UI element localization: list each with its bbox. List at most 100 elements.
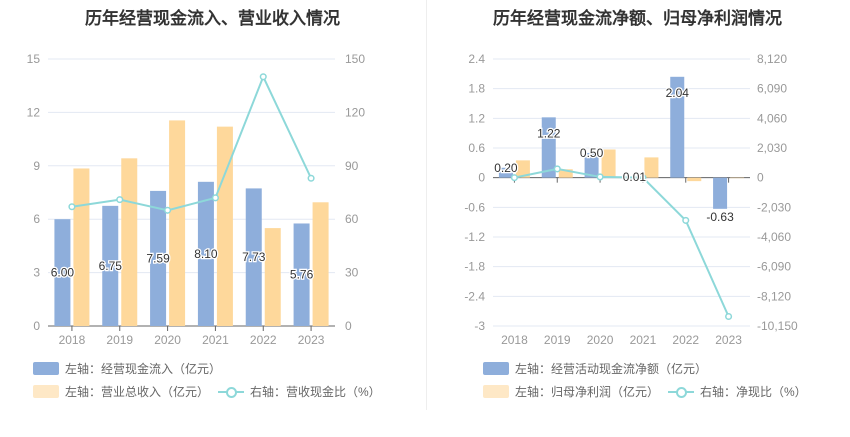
- line-point: [164, 206, 172, 214]
- right-chart-title: 历年经营现金流净额、归母净利润情况: [493, 9, 782, 28]
- x-tick-label: 2022: [250, 333, 277, 347]
- legend-right-ratio[interactable]: 右轴：净现比（%）: [668, 383, 807, 400]
- line-point: [68, 203, 76, 211]
- y-left-tick: 15: [27, 52, 41, 66]
- y-right-tick: 0: [345, 319, 352, 333]
- legend-left-revenue[interactable]: 左轴：营业总收入（亿元）: [33, 383, 209, 400]
- line-point: [596, 173, 604, 181]
- legend-right-net-cash[interactable]: 左轴：经营活动现金流净额（亿元）: [483, 360, 707, 377]
- y-left-tick: 1.2: [468, 111, 485, 125]
- y-left-tick: 12: [27, 105, 41, 119]
- y-right-tick: 4,060: [757, 111, 787, 125]
- legend-right-net-profit[interactable]: 左轴：归母净利润（亿元）: [483, 383, 659, 400]
- bar-data-label: 8.10: [194, 247, 218, 261]
- y-left-tick: 0.6: [468, 141, 485, 155]
- y-left-tick: 0: [478, 171, 485, 185]
- bar-data-label: 0.20: [494, 161, 518, 175]
- bar-data-label: 2.04: [666, 86, 690, 100]
- bar-orange: [644, 157, 659, 178]
- bar-data-label: 0.50: [580, 146, 604, 160]
- y-right-tick: 6,090: [757, 82, 787, 96]
- legend-label: 左轴：营业总收入（亿元）: [65, 385, 210, 399]
- x-tick-label: 2018: [59, 333, 86, 347]
- x-tick-label: 2019: [106, 333, 133, 347]
- y-right-tick: 150: [345, 52, 365, 66]
- bar-blue: [498, 167, 513, 178]
- y-right-tick: 30: [345, 266, 359, 280]
- y-right-tick: 60: [345, 212, 359, 226]
- line-point: [682, 216, 690, 224]
- y-right-tick: -4,060: [757, 230, 791, 244]
- legend-label: 左轴：归母净利润（亿元）: [515, 385, 660, 399]
- y-right-tick: 0: [757, 171, 764, 185]
- x-tick-label: 2022: [672, 333, 699, 347]
- legend-swatch: [33, 362, 59, 375]
- legend-swatch: [483, 362, 509, 375]
- bar-blue: [102, 205, 119, 326]
- y-left-tick: -3: [474, 319, 485, 333]
- bar-orange: [601, 149, 616, 178]
- y-right-tick: -10,150: [757, 319, 798, 333]
- y-left-tick: -1.8: [464, 260, 485, 274]
- bar-data-label: 0.01: [623, 170, 647, 184]
- bar-orange: [216, 126, 233, 326]
- line-point: [725, 312, 733, 321]
- bar-orange: [515, 160, 530, 178]
- bar-blue: [197, 181, 214, 326]
- x-tick-label: 2019: [544, 333, 571, 347]
- y-left-tick: 9: [33, 159, 40, 173]
- x-tick-label: 2020: [587, 333, 614, 347]
- legend-left-ratio[interactable]: 右轴：营收现金比（%）: [218, 383, 381, 400]
- y-right-tick: -2,030: [757, 200, 791, 214]
- legend-swatch: [483, 385, 509, 398]
- x-tick-label: 2021: [630, 333, 657, 347]
- bar-data-label: 7.59: [146, 251, 170, 265]
- x-tick-label: 2018: [501, 333, 528, 347]
- legend-label: 左轴：经营活动现金流净额（亿元）: [515, 362, 708, 376]
- bar-orange: [730, 177, 745, 179]
- bar-blue: [670, 76, 685, 178]
- x-tick-label: 2021: [202, 333, 229, 347]
- y-left-tick: 3: [33, 266, 40, 280]
- bar-orange: [121, 158, 138, 326]
- y-left-tick: 1.8: [468, 82, 485, 96]
- bar-orange: [687, 177, 702, 182]
- line-point: [259, 73, 267, 81]
- bar-data-label: 7.73: [242, 250, 266, 264]
- legend-line-icon: [218, 385, 244, 398]
- y-left-tick: -1.2: [464, 230, 485, 244]
- bar-blue: [54, 219, 71, 326]
- legend-label: 右轴：净现比（%）: [700, 385, 807, 399]
- bar-blue: [150, 190, 167, 326]
- legend-left-cash-inflow[interactable]: 左轴：经营现金流入（亿元）: [33, 360, 221, 377]
- line-point: [211, 194, 219, 202]
- y-right-tick: -6,090: [757, 260, 791, 274]
- left-chart-title: 历年经营现金流入、营业收入情况: [85, 9, 340, 28]
- x-tick-label: 2023: [715, 333, 742, 347]
- bar-data-label: 1.22: [537, 126, 561, 140]
- bar-orange: [558, 169, 573, 178]
- bar-orange: [264, 228, 281, 326]
- y-right-tick: 90: [345, 159, 359, 173]
- y-right-tick: 120: [345, 105, 365, 119]
- line-point: [510, 174, 518, 182]
- y-left-tick: -2.4: [464, 289, 485, 303]
- y-left-tick: 6: [33, 212, 40, 226]
- legend-line-icon: [668, 385, 694, 398]
- x-tick-label: 2023: [298, 333, 325, 347]
- y-left-tick: 2.4: [468, 52, 485, 66]
- line-point: [639, 174, 647, 182]
- bar-orange: [169, 120, 186, 326]
- y-right-tick: 2,030: [757, 141, 787, 155]
- y-right-tick: 8,120: [757, 52, 787, 66]
- bar-data-label: 6.75: [99, 259, 123, 273]
- line-point: [116, 196, 124, 204]
- legend-label: 右轴：营收现金比（%）: [250, 385, 381, 399]
- bar-data-label: 6.00: [51, 266, 75, 280]
- ratio-line: [514, 167, 730, 317]
- line-point: [553, 165, 561, 173]
- bar-data-label: -0.63: [706, 210, 734, 224]
- bar-blue: [293, 223, 310, 326]
- bar-orange: [73, 168, 90, 326]
